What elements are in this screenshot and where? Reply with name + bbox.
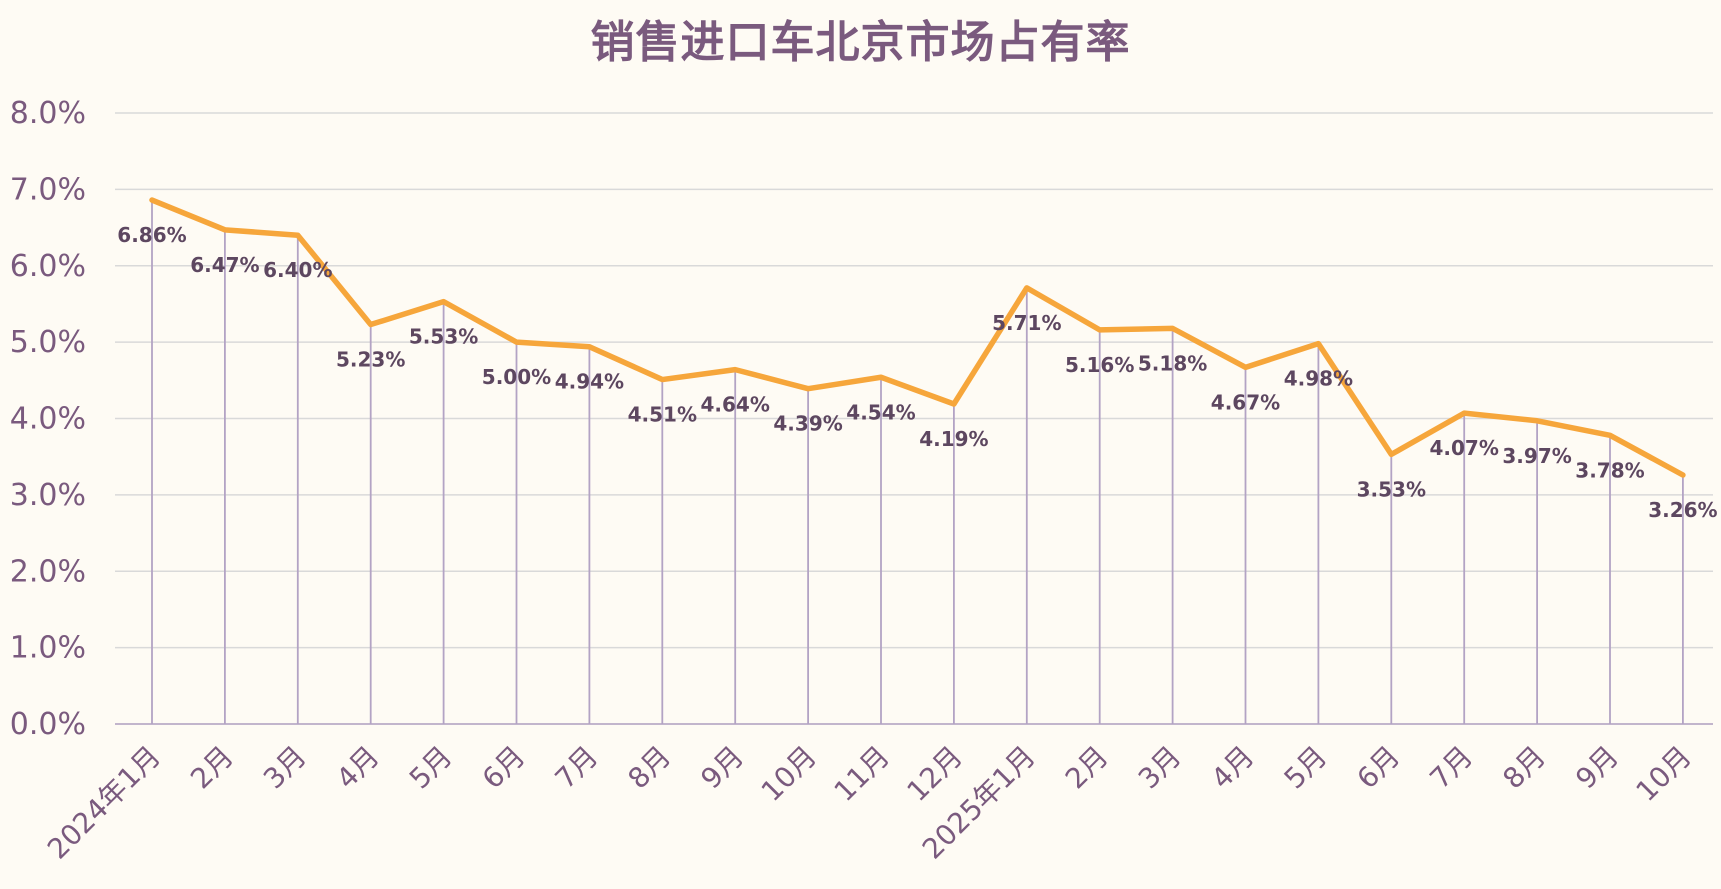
x-tick-label: 3月 xyxy=(257,740,313,796)
data-label: 4.39% xyxy=(773,412,842,436)
x-tick-label: 10月 xyxy=(755,740,823,808)
y-tick-label: 5.0% xyxy=(10,325,86,360)
chart-title: 销售进口车北京市场占有率 xyxy=(590,17,1131,68)
y-tick-label: 6.0% xyxy=(10,249,86,284)
x-tick-label: 2月 xyxy=(184,740,240,796)
y-axis: 0.0% 1.0% 2.0% 3.0% 4.0% 5.0% 6.0% 7.0% 8.0% xyxy=(10,96,86,742)
data-label: 4.67% xyxy=(1211,390,1280,414)
x-tick-label: 4月 xyxy=(330,740,386,796)
x-tick-label: 5月 xyxy=(1278,740,1334,796)
data-label: 4.07% xyxy=(1430,436,1499,460)
x-tick-label: 4月 xyxy=(1205,740,1261,796)
x-tick-label: 6月 xyxy=(476,740,532,796)
data-label: 4.64% xyxy=(701,393,770,417)
x-tick-label: 11月 xyxy=(828,740,896,808)
data-label: 3.26% xyxy=(1648,498,1717,522)
x-tick-label: 2月 xyxy=(1059,740,1115,796)
x-tick-label: 8月 xyxy=(622,740,678,796)
x-tick-label: 12月 xyxy=(901,740,969,808)
data-label: 6.40% xyxy=(263,258,332,282)
y-tick-label: 3.0% xyxy=(10,478,86,513)
y-tick-label: 4.0% xyxy=(10,402,86,437)
y-tick-label: 1.0% xyxy=(10,631,86,666)
x-tick-label: 7月 xyxy=(1423,740,1479,796)
drop-lines xyxy=(151,200,1684,724)
data-label: 4.94% xyxy=(555,370,624,394)
series-line xyxy=(149,197,1686,478)
data-label: 6.86% xyxy=(117,223,186,247)
data-label: 3.78% xyxy=(1575,458,1644,482)
y-tick-label: 7.0% xyxy=(10,172,86,207)
y-tick-label: 2.0% xyxy=(10,554,86,589)
data-label: 5.53% xyxy=(409,325,478,349)
x-tick-label: 9月 xyxy=(694,740,750,796)
data-label: 3.53% xyxy=(1357,477,1426,501)
data-label: 3.97% xyxy=(1502,444,1571,468)
data-label: 4.51% xyxy=(628,403,697,427)
x-tick-label: 9月 xyxy=(1569,740,1625,796)
data-label: 5.00% xyxy=(482,365,551,389)
data-label: 6.47% xyxy=(190,253,259,277)
data-label: 4.19% xyxy=(919,427,988,451)
x-tick-label: 7月 xyxy=(549,740,605,796)
x-tick-label: 6月 xyxy=(1351,740,1407,796)
x-tick-label: 5月 xyxy=(403,740,459,796)
data-label: 5.71% xyxy=(992,311,1061,335)
x-tick-label: 10月 xyxy=(1630,740,1698,808)
x-tick-label: 2024年1月 xyxy=(41,740,167,866)
series-line-group xyxy=(149,197,1686,478)
data-label: 4.54% xyxy=(846,400,915,424)
data-label: 5.18% xyxy=(1138,351,1207,375)
data-label: 4.98% xyxy=(1284,367,1353,391)
data-label: 5.16% xyxy=(1065,353,1134,377)
x-tick-label: 3月 xyxy=(1132,740,1188,796)
data-label: 5.23% xyxy=(336,348,405,372)
y-tick-label: 8.0% xyxy=(10,96,86,131)
x-tick-label: 8月 xyxy=(1496,740,1552,796)
data-labels: 6.86%6.47% 6.40% 5.23%5.53%5.00% 4.94%4.51%… xyxy=(117,223,1717,522)
y-tick-label: 0.0% xyxy=(10,707,86,742)
